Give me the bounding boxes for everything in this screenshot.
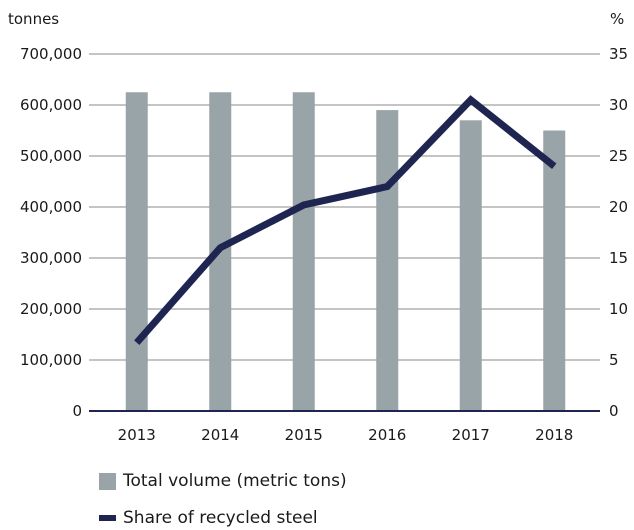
right-axis-unit: % [610, 10, 624, 28]
gridlines [89, 53, 600, 412]
volume-bars [125, 92, 566, 412]
volume-bar [459, 120, 482, 412]
right-tick-label: 10 [609, 300, 628, 318]
volume-bar [376, 110, 399, 411]
left-tick-label: 500,000 [20, 147, 82, 165]
right-tick-label: 30 [609, 96, 628, 114]
left-tick-label: 700,000 [20, 45, 82, 63]
legend-item-volume: Total volume (metric tons) [99, 471, 347, 491]
left-tick-label: 600,000 [20, 96, 82, 114]
left-tick-label: 0 [72, 402, 82, 420]
right-tick-label: 15 [609, 249, 628, 267]
volume-bar [125, 92, 148, 411]
right-tick-label: 25 [609, 147, 628, 165]
right-tick-label: 20 [609, 198, 628, 216]
volume-bar [543, 130, 566, 411]
x-tick-label: 2013 [118, 426, 156, 444]
legend-item-recycled: Share of recycled steel [99, 508, 318, 528]
x-tick-label: 2017 [452, 426, 490, 444]
legend-label-volume: Total volume (metric tons) [123, 471, 347, 491]
x-tick-label: 2014 [201, 426, 239, 444]
legend-label-recycled: Share of recycled steel [123, 508, 318, 528]
right-tick-label: 35 [609, 45, 628, 63]
legend-swatch-recycled [99, 515, 116, 521]
axes: 0 100,000 200,000 300,000 400,000 500,000 600,… [20, 45, 628, 444]
right-tick-label: 0 [609, 402, 619, 420]
x-tick-label: 2015 [285, 426, 323, 444]
recycled-share-line [134, 95, 557, 345]
left-tick-label: 200,000 [20, 300, 82, 318]
x-tick-label: 2018 [535, 426, 573, 444]
left-axis-unit: tonnes [8, 10, 59, 28]
left-tick-label: 100,000 [20, 351, 82, 369]
left-tick-label: 300,000 [20, 249, 82, 267]
left-tick-label: 400,000 [20, 198, 82, 216]
volume-bar [292, 92, 315, 411]
right-tick-label: 5 [609, 351, 619, 369]
combo-chart: 0 100,000 200,000 300,000 400,000 500,000 600,… [8, 10, 628, 444]
recycled-share-polyline [134, 95, 557, 345]
legend-swatch-volume [99, 472, 116, 490]
x-tick-label: 2016 [368, 426, 406, 444]
